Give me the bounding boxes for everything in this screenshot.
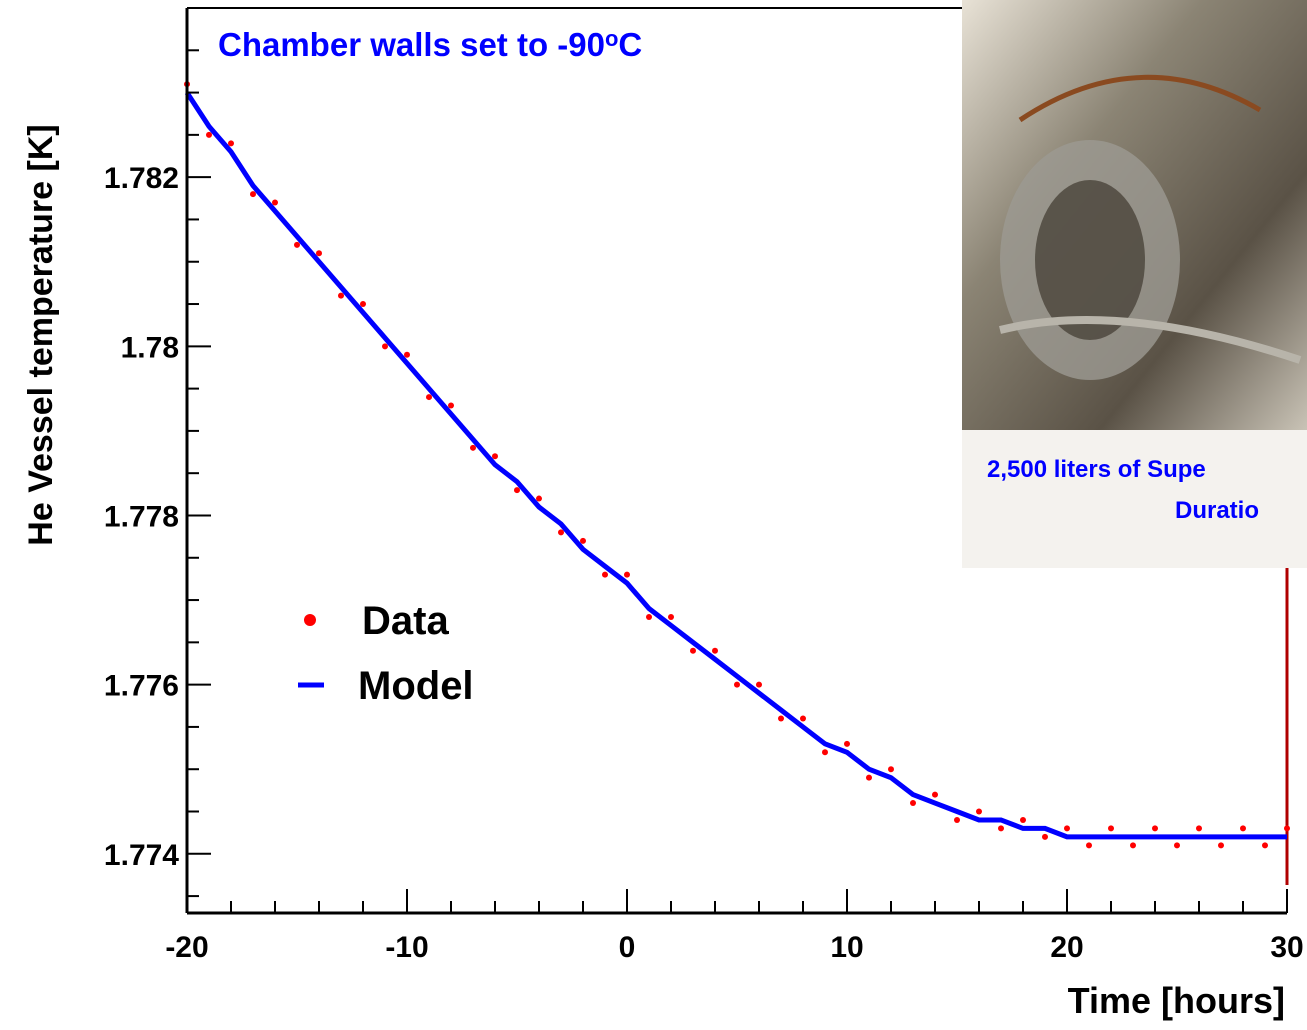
data-point [822, 749, 828, 756]
x-tick-label: 0 [619, 931, 636, 964]
data-point [800, 715, 806, 722]
x-tick-label: 10 [830, 931, 863, 964]
y-tick-label: 1.774 [104, 839, 179, 872]
data-point [470, 444, 476, 451]
y-tick-label: 1.778 [104, 500, 179, 533]
data-point [1042, 833, 1048, 840]
data-point [624, 571, 630, 578]
data-point [382, 343, 388, 350]
y-tick-label: 1.782 [104, 162, 179, 195]
x-tick-label: -10 [385, 931, 428, 964]
data-point [316, 250, 322, 257]
y-tick-label: 1.776 [104, 670, 179, 703]
data-point [778, 715, 784, 722]
data-point [580, 537, 586, 544]
data-point [668, 613, 674, 620]
data-point [1152, 825, 1158, 832]
data-point [954, 816, 960, 823]
data-point [1086, 842, 1092, 849]
data-point [976, 808, 982, 815]
annotation: Chamber walls set to -90oC [218, 26, 642, 63]
data-point [1020, 816, 1026, 823]
data-point [734, 681, 740, 688]
data-point [1218, 842, 1224, 849]
annotation-sup: o [605, 26, 618, 51]
data-point [646, 613, 652, 620]
model-line [184, 91, 1287, 840]
x-tick-label: 20 [1050, 931, 1083, 964]
legend-marker [304, 614, 316, 626]
data-point [1262, 842, 1268, 849]
data-point [1284, 825, 1290, 832]
data-point [558, 529, 564, 536]
data-point [404, 351, 410, 358]
data-point [250, 191, 256, 198]
inset-caption: 2,500 liters of Supe [987, 456, 1206, 483]
data-point [844, 740, 850, 747]
y-tick-label: 1.78 [121, 331, 179, 364]
data-point [866, 774, 872, 781]
data-point [756, 681, 762, 688]
data-point [228, 140, 234, 147]
data-point [360, 301, 366, 308]
photo-inset: 2,500 liters of Supe Duratio [962, 0, 1307, 568]
data-point [602, 571, 608, 578]
data-point [514, 487, 520, 494]
annotation-tail: C [618, 26, 642, 63]
data-point [932, 791, 938, 798]
data-point [690, 647, 696, 654]
data-point [1174, 842, 1180, 849]
x-axis-label: Time [hours] [1068, 980, 1285, 1021]
x-tick-label: -20 [165, 931, 208, 964]
data-point [1196, 825, 1202, 832]
data-point [1240, 825, 1246, 832]
data-point [294, 241, 300, 248]
data-point [998, 825, 1004, 832]
data-point [712, 647, 718, 654]
data-point [206, 131, 212, 138]
data-point [910, 800, 916, 807]
data-point [426, 394, 432, 401]
data-point [1064, 825, 1070, 832]
legend-label: Model [358, 664, 474, 708]
data-point [1130, 842, 1136, 849]
data-point [536, 495, 542, 502]
data-point [888, 766, 894, 773]
legend-label: Data [362, 599, 449, 643]
data-point [272, 199, 278, 206]
data-point [448, 402, 454, 409]
y-axis-label: He Vessel temperature [K] [22, 124, 60, 545]
x-tick-label: 30 [1270, 931, 1303, 964]
data-point [1108, 825, 1114, 832]
data-point [338, 292, 344, 299]
data-point [492, 453, 498, 460]
annotation-text: Chamber walls set to -90 [218, 26, 605, 63]
inset-caption: Duratio [1175, 497, 1259, 524]
